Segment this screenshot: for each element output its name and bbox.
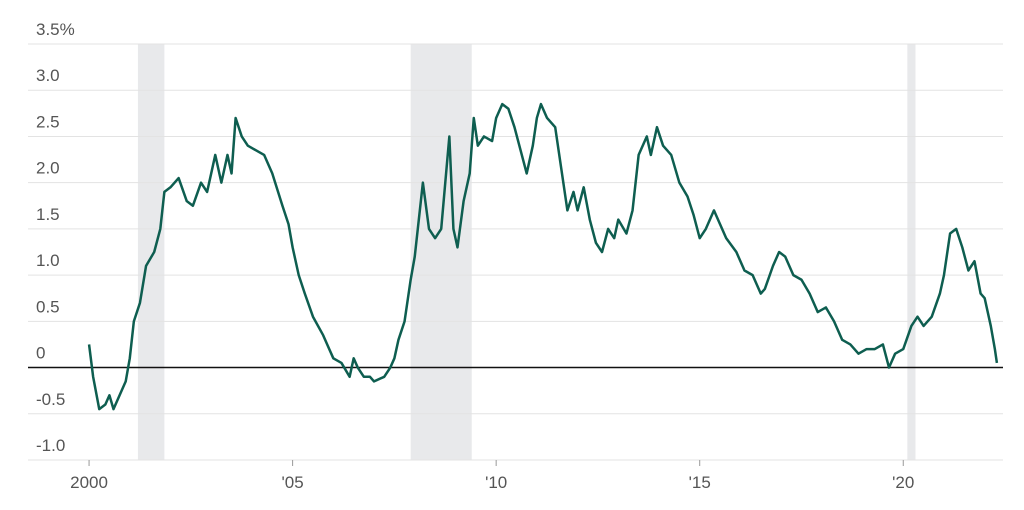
y-tick-label: 3.0	[36, 66, 60, 85]
y-tick-label: 1.0	[36, 251, 60, 270]
line	[87, 102, 999, 411]
y-tick-label: 1.5	[36, 205, 60, 224]
recession-band	[137, 44, 165, 460]
x-tick-label: '05	[282, 473, 304, 492]
recession-band	[907, 44, 916, 460]
x-tick-label: '15	[689, 473, 711, 492]
y-tick-label: -0.5	[36, 390, 65, 409]
y-tick-label: 2.5	[36, 112, 60, 131]
y-tick-label: 2.0	[36, 159, 60, 178]
y-tick-label: 0.5	[36, 297, 60, 316]
recession-band	[410, 44, 472, 460]
y-tick-label: 3.5%	[36, 20, 75, 39]
x-tick-label: '10	[485, 473, 507, 492]
x-tick-label: '20	[892, 473, 914, 492]
x-tick-label: 2000	[70, 473, 108, 492]
y-tick-label: -1.0	[36, 436, 65, 455]
y-tick-label: 0	[36, 344, 45, 363]
